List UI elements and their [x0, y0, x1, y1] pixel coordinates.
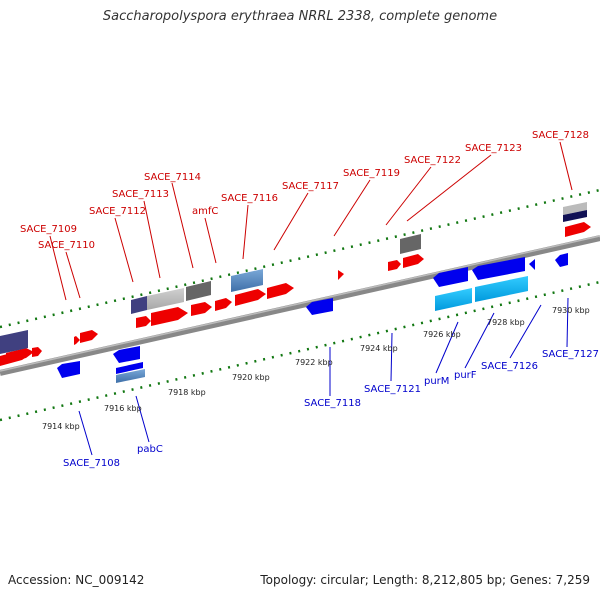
- feature-box[interactable]: [186, 281, 211, 301]
- gene-reverse[interactable]: [472, 257, 525, 280]
- gene-label[interactable]: SACE_7117: [282, 181, 339, 192]
- gene-label[interactable]: SACE_7128: [532, 130, 589, 141]
- gene-label[interactable]: pabC: [137, 444, 163, 455]
- gene-forward[interactable]: [6, 348, 34, 363]
- gene-reverse[interactable]: [113, 346, 140, 363]
- gene-forward[interactable]: [151, 307, 188, 326]
- gene-label[interactable]: SACE_7116: [221, 193, 278, 204]
- gene-label[interactable]: SACE_7112: [89, 206, 146, 217]
- gene-label[interactable]: SACE_7119: [343, 168, 400, 179]
- gene-reverse[interactable]: [435, 288, 472, 311]
- feature-boxes-upper: [0, 202, 587, 354]
- scale-label: 7918 kbp: [168, 388, 206, 397]
- scale-label: 7922 kbp: [295, 358, 333, 367]
- feature-box[interactable]: [231, 269, 263, 292]
- gene-reverse[interactable]: [116, 362, 143, 374]
- gene-forward[interactable]: [32, 347, 42, 357]
- reverse-strand-genes: [57, 253, 568, 383]
- gene-forward[interactable]: [136, 316, 151, 328]
- scale-label: 7930 kbp: [552, 306, 590, 315]
- reverse-label-lines: [78, 297, 569, 456]
- gene-reverse[interactable]: [306, 298, 333, 315]
- gene-forward[interactable]: [80, 330, 98, 343]
- gene-label[interactable]: SACE_7121: [364, 384, 421, 395]
- feature-box[interactable]: [0, 330, 28, 354]
- gene-reverse[interactable]: [433, 267, 468, 287]
- gene-label[interactable]: SACE_7109: [20, 224, 77, 235]
- gene-reverse[interactable]: [555, 253, 568, 267]
- upper-tick-track: [0, 188, 600, 329]
- gene-label[interactable]: SACE_7108: [63, 458, 120, 469]
- forward-label-lines: [49, 141, 573, 301]
- gene-label[interactable]: SACE_7122: [404, 155, 461, 166]
- reverse-gene-labels: SACE_7108 pabC SACE_7118 SACE_7121 purM …: [63, 349, 599, 469]
- gene-label[interactable]: SACE_7110: [38, 240, 95, 251]
- scale-label: 7926 kbp: [423, 330, 461, 339]
- gene-label[interactable]: SACE_7127: [542, 349, 599, 360]
- topology-text: Topology: circular; Length: 8,212,805 bp…: [260, 573, 590, 587]
- gene-label[interactable]: SACE_7126: [481, 361, 538, 372]
- scale-labels: 7914 kbp 7916 kbp 7918 kbp 7920 kbp 7922…: [42, 306, 590, 431]
- gene-forward[interactable]: [267, 283, 294, 299]
- gene-forward[interactable]: [388, 260, 401, 271]
- gene-label[interactable]: SACE_7118: [304, 398, 361, 409]
- forward-strand-genes: [0, 222, 591, 366]
- gene-label[interactable]: SACE_7123: [465, 143, 522, 154]
- scale-label: 7914 kbp: [42, 422, 80, 431]
- gene-forward[interactable]: [235, 289, 266, 306]
- gene-label[interactable]: amfC: [192, 206, 218, 217]
- map-title: Saccharopolyspora erythraea NRRL 2338, c…: [102, 9, 498, 24]
- scale-label: 7920 kbp: [232, 373, 270, 382]
- scale-label: 7928 kbp: [487, 318, 525, 327]
- feature-box[interactable]: [563, 202, 587, 215]
- feature-box[interactable]: [147, 288, 184, 310]
- gene-label[interactable]: purF: [454, 370, 477, 381]
- gene-forward[interactable]: [215, 298, 232, 311]
- feature-box[interactable]: [400, 234, 421, 254]
- scale-label: 7916 kbp: [104, 404, 142, 413]
- gene-forward[interactable]: [191, 302, 212, 316]
- gene-reverse[interactable]: [116, 369, 145, 383]
- scale-label: 7924 kbp: [360, 344, 398, 353]
- lower-tick-track: [0, 280, 600, 422]
- feature-box[interactable]: [563, 210, 587, 222]
- gene-label[interactable]: purM: [424, 376, 449, 387]
- gene-label[interactable]: SACE_7114: [144, 172, 201, 183]
- gene-reverse[interactable]: [529, 259, 535, 270]
- gene-reverse[interactable]: [57, 361, 80, 378]
- feature-box[interactable]: [131, 296, 147, 314]
- gene-forward[interactable]: [403, 254, 424, 268]
- gene-forward[interactable]: [565, 222, 591, 237]
- gene-forward[interactable]: [338, 270, 344, 280]
- accession-text: Accession: NC_009142: [8, 573, 145, 587]
- forward-gene-labels: SACE_7109 SACE_7110 SACE_7112 SACE_7113 …: [20, 130, 589, 251]
- genome-backbone: [0, 235, 600, 376]
- gene-reverse[interactable]: [475, 276, 528, 302]
- gene-forward[interactable]: [74, 336, 80, 345]
- gene-label[interactable]: SACE_7113: [112, 189, 169, 200]
